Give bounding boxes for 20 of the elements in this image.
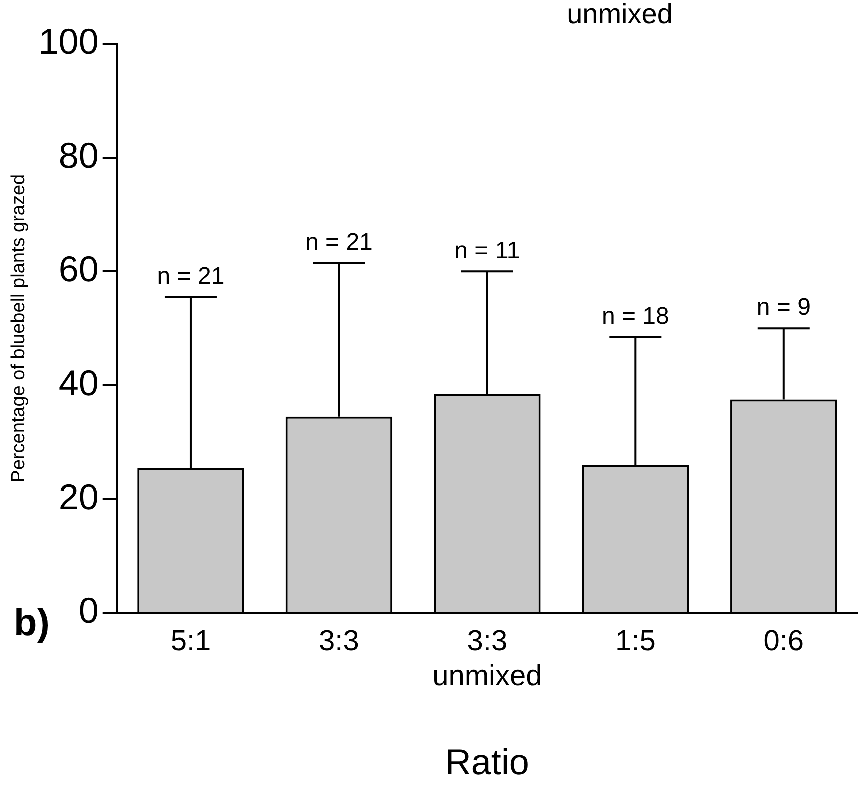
y-tick-label: 0 bbox=[78, 590, 99, 632]
y-tick-label: 60 bbox=[58, 248, 99, 290]
text: b) bbox=[14, 602, 50, 644]
x-tick-label: 3:3 unmixed bbox=[432, 626, 542, 692]
y-tick-label: 100 bbox=[38, 20, 99, 62]
y-tick-label: 20 bbox=[58, 476, 99, 518]
text: unmixed bbox=[567, 0, 673, 30]
annotation: n = 9 bbox=[756, 294, 811, 322]
y-tick-label: 80 bbox=[58, 134, 99, 176]
x-tick-label: 3:3 bbox=[319, 626, 360, 658]
x-tick-label: 5:1 bbox=[170, 626, 212, 658]
x-tick-label: 1:5 bbox=[615, 626, 656, 658]
y-tick-label: 40 bbox=[58, 362, 99, 404]
annotation: n = 18 bbox=[602, 302, 670, 330]
y-axis-title: Percentage of bluebell plants grazed bbox=[8, 174, 30, 483]
x-axis-title: Ratio bbox=[445, 741, 530, 782]
annotation: n = 21 bbox=[306, 228, 373, 256]
x-tick-label: 0:6 bbox=[764, 626, 804, 658]
annotation: n = 21 bbox=[157, 262, 225, 290]
annotation: n = 11 bbox=[454, 237, 520, 264]
